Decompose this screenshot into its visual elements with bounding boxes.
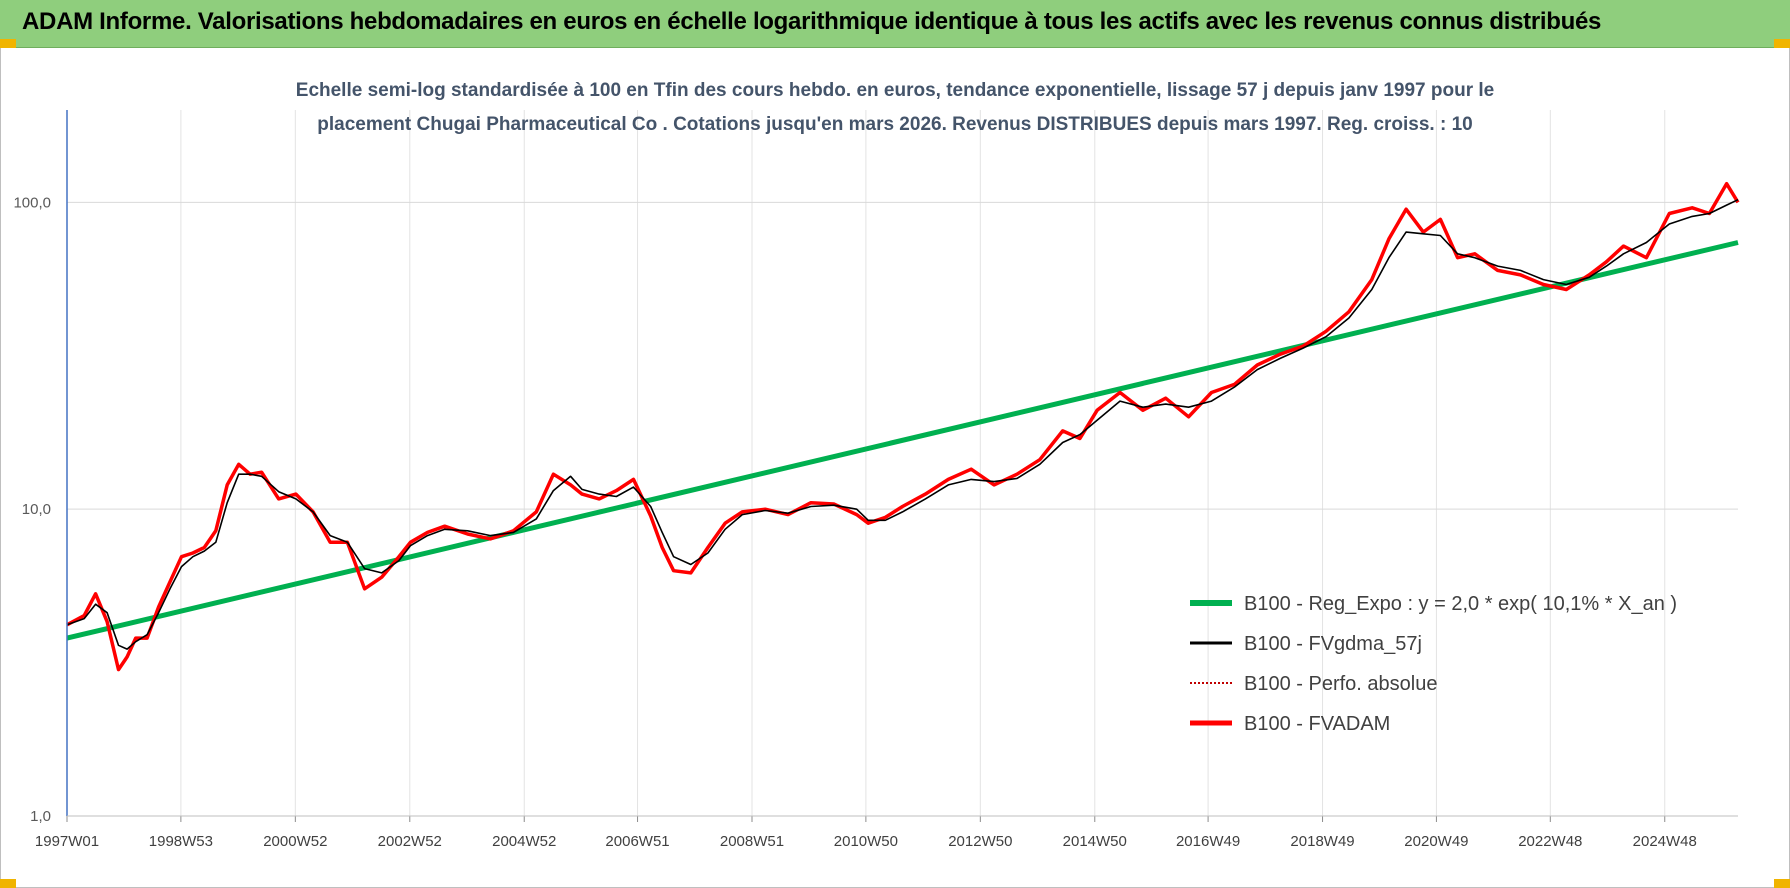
y-tick-label: 1,0	[30, 808, 51, 825]
corner-marker-top-left	[0, 39, 16, 48]
corner-marker-bottom-left	[0, 879, 16, 888]
x-tick-label: 2006W51	[605, 833, 669, 850]
legend-label-fvadam: B100 - FVADAM	[1244, 713, 1390, 735]
chart-subtitle: Echelle semi-log standardisée à 100 en T…	[296, 80, 1494, 135]
legend-label-smoothed: B100 - FVgdma_57j	[1244, 633, 1422, 655]
grid-layer	[66, 110, 1738, 817]
x-tick-label: 2012W50	[948, 833, 1012, 850]
series-line-regression	[66, 240, 1739, 641]
corner-marker-bottom-right	[1774, 879, 1790, 888]
x-tick-label: 2024W48	[1633, 833, 1697, 850]
x-tick-label: 2010W50	[834, 833, 898, 850]
x-tick-label: 2000W52	[263, 833, 327, 850]
title-bar: ADAM Informe. Valorisations hebdomadaire…	[0, 0, 1790, 48]
corner-marker-top-right	[1774, 39, 1790, 48]
legend-label-perfo: B100 - Perfo. absolue	[1244, 673, 1437, 695]
x-tick-label: 2008W51	[720, 833, 784, 850]
x-tick-label: 1997W01	[35, 833, 99, 850]
series-layer	[66, 181, 1740, 672]
y-tick-label: 100,0	[13, 194, 51, 211]
x-tick-label: 2004W52	[492, 833, 556, 850]
y-tick-label: 10,0	[22, 501, 51, 518]
x-tick-label: 2020W49	[1404, 833, 1468, 850]
x-tick-label: 2016W49	[1176, 833, 1240, 850]
x-tick-label: 2022W48	[1518, 833, 1582, 850]
legend-label-regression: B100 - Reg_Expo : y = 2,0 * exp( 10,1% *…	[1244, 593, 1677, 615]
x-tick-label: 2002W52	[378, 833, 442, 850]
chart-subtitle-line-1: Echelle semi-log standardisée à 100 en T…	[296, 80, 1494, 101]
x-tick-label: 1998W53	[149, 833, 213, 850]
axis-layer: 1997W01 1998W53 2000W52 2002W52 2004W52 2006W…	[13, 110, 1738, 850]
legend: B100 - Reg_Expo : y = 2,0 * exp( 10,1% *…	[1190, 593, 1677, 735]
main-title: ADAM Informe. Valorisations hebdomadaire…	[22, 8, 1602, 35]
x-tick-label: 2018W49	[1290, 833, 1354, 850]
x-tick-label: 2014W50	[1063, 833, 1127, 850]
series-line-smoothed	[66, 198, 1739, 650]
chart-subtitle-line-2: placement Chugai Pharmaceutical Co . Cot…	[317, 114, 1472, 135]
